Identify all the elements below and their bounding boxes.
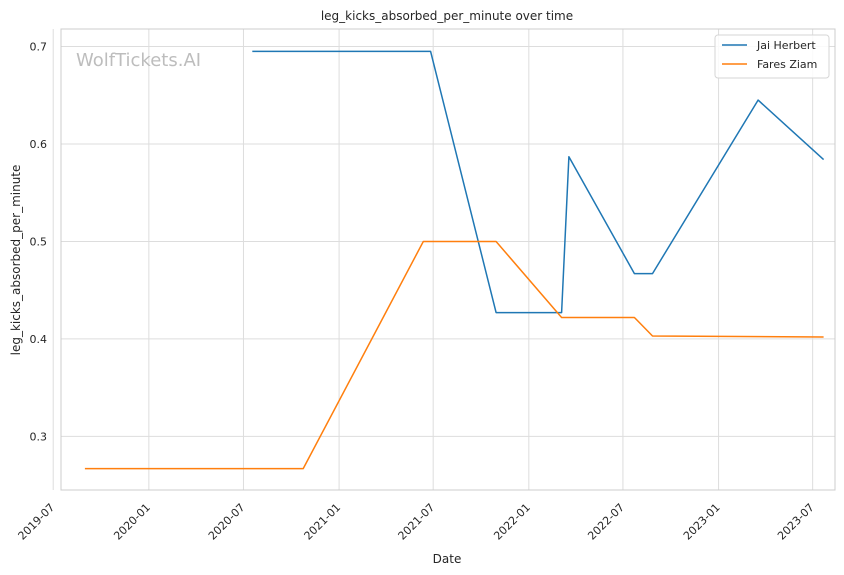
grid: [52, 29, 835, 490]
series-line-jai-herbert: [252, 50, 825, 314]
legend-label: Jai Herbert: [756, 39, 816, 52]
series-line-fares-ziam: [84, 240, 824, 470]
series-lines: [84, 50, 825, 470]
y-tick-label: 0.4: [30, 333, 48, 346]
chart-title: leg_kicks_absorbed_per_minute over time: [321, 9, 573, 23]
legend: Jai Herbert Fares Ziam: [714, 34, 830, 79]
x-axis-title: Date: [433, 552, 462, 566]
plot-frame: [60, 28, 836, 491]
legend-label: Fares Ziam: [757, 58, 817, 71]
y-axis-title: leg_kicks_absorbed_per_minute: [9, 165, 23, 356]
y-tick-label: 0.5: [30, 235, 48, 248]
y-tick-label: 0.6: [30, 138, 48, 151]
y-tick-label: 0.3: [30, 430, 48, 443]
y-tick-label: 0.7: [30, 41, 48, 54]
watermark-text: WolfTickets.AI: [76, 50, 201, 71]
